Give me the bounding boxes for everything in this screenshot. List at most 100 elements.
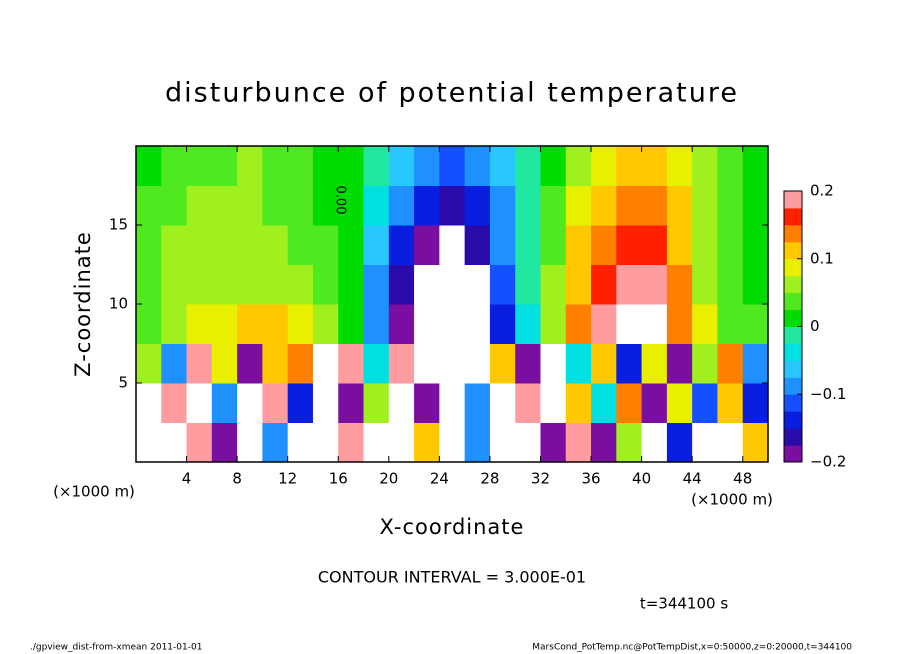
heat-cell	[742, 422, 769, 463]
heat-cell	[363, 185, 390, 226]
heat-cell	[666, 343, 693, 384]
heat-cell	[388, 304, 415, 344]
heat-cell	[161, 343, 188, 384]
heat-cell	[439, 264, 466, 305]
x-tick-label: 8	[232, 470, 242, 488]
heat-cell	[237, 146, 263, 186]
heat-cell	[414, 422, 440, 463]
contour-label: 0.00	[333, 186, 348, 215]
heat-cell	[591, 304, 617, 344]
time-label: t=344100 s	[640, 595, 728, 613]
heat-cell	[464, 264, 491, 305]
heat-cell	[262, 146, 289, 186]
heat-cell	[666, 185, 693, 226]
heat-cell	[591, 343, 617, 384]
heat-cell	[414, 304, 440, 344]
heat-cell	[565, 225, 592, 265]
heat-cell	[186, 304, 213, 344]
heat-cell	[616, 383, 643, 423]
heat-cell	[363, 422, 390, 463]
heat-cell	[641, 383, 668, 423]
heat-cell	[186, 185, 213, 226]
heat-cell	[186, 146, 213, 186]
heat-cell	[363, 264, 390, 305]
x-units-right: (×1000 m)	[691, 491, 773, 509]
heat-cell	[591, 264, 617, 305]
heat-cell	[565, 343, 592, 384]
heat-cell	[287, 343, 314, 384]
heat-cell	[262, 225, 289, 265]
heat-cell	[287, 185, 314, 226]
heat-cell	[388, 185, 415, 226]
heat-cell	[515, 383, 541, 423]
colorbar-tick-label: 0.2	[810, 182, 834, 200]
heat-cell	[262, 185, 289, 226]
heat-cell	[262, 304, 289, 344]
y-tick-label: 10	[109, 295, 128, 313]
heat-cell	[414, 343, 440, 384]
heat-cell	[287, 225, 314, 265]
colorbar-swatch	[784, 360, 802, 378]
heat-cell	[515, 422, 541, 463]
heat-cell	[363, 343, 390, 384]
heat-cell	[464, 185, 491, 226]
heat-cell	[211, 343, 238, 384]
x-tick-label: 4	[182, 470, 192, 488]
heat-cell	[666, 225, 693, 265]
heat-cell	[287, 422, 314, 463]
colorbar-swatch	[784, 241, 802, 260]
x-tick-label: 28	[480, 470, 499, 488]
heat-cell	[464, 422, 491, 463]
heat-cell	[666, 264, 693, 305]
heat-cell	[186, 343, 213, 384]
heat-cell	[515, 343, 541, 384]
heat-cell	[692, 225, 718, 265]
colorbar-swatch	[784, 428, 802, 446]
x-tick-label: 20	[379, 470, 398, 488]
heat-cell	[591, 422, 617, 463]
heat-cell	[237, 343, 263, 384]
heat-cell	[616, 185, 643, 226]
heat-cell	[692, 304, 718, 344]
colorbar-swatch	[784, 207, 802, 226]
heat-cell	[616, 343, 643, 384]
heat-cell	[211, 304, 238, 344]
heat-cell	[565, 304, 592, 344]
heat-cell	[338, 146, 365, 186]
heat-cell	[717, 264, 744, 305]
heat-cell	[338, 343, 365, 384]
heat-cell	[515, 185, 541, 226]
heat-cell	[338, 264, 365, 305]
heat-cell	[717, 146, 744, 186]
colorbar-swatch	[784, 445, 802, 463]
heat-cell	[161, 264, 188, 305]
heat-cell	[489, 225, 516, 265]
heat-cell	[211, 225, 238, 265]
heat-cell	[641, 146, 668, 186]
heat-cell	[312, 146, 339, 186]
heat-cell	[616, 225, 643, 265]
heat-cell	[312, 383, 339, 423]
heat-cell	[186, 225, 213, 265]
heat-cell	[262, 383, 289, 423]
heat-cell	[136, 383, 162, 423]
heat-cell	[414, 225, 440, 265]
heat-cell	[439, 343, 466, 384]
heat-cell	[591, 383, 617, 423]
heat-cell	[211, 146, 238, 186]
heat-cell	[136, 304, 162, 344]
heat-cell	[692, 343, 718, 384]
heat-cell	[717, 304, 744, 344]
x-tick-label: 16	[329, 470, 348, 488]
heat-cell	[136, 422, 162, 463]
heat-cell	[742, 146, 769, 186]
heat-cell	[237, 383, 263, 423]
heat-cell	[262, 343, 289, 384]
heat-cell	[742, 185, 769, 226]
heat-cell	[237, 304, 263, 344]
colorbar-swatch	[784, 343, 802, 361]
heat-cell	[489, 264, 516, 305]
heat-cell	[540, 264, 567, 305]
heat-cell	[186, 264, 213, 305]
heat-cell	[211, 422, 238, 463]
